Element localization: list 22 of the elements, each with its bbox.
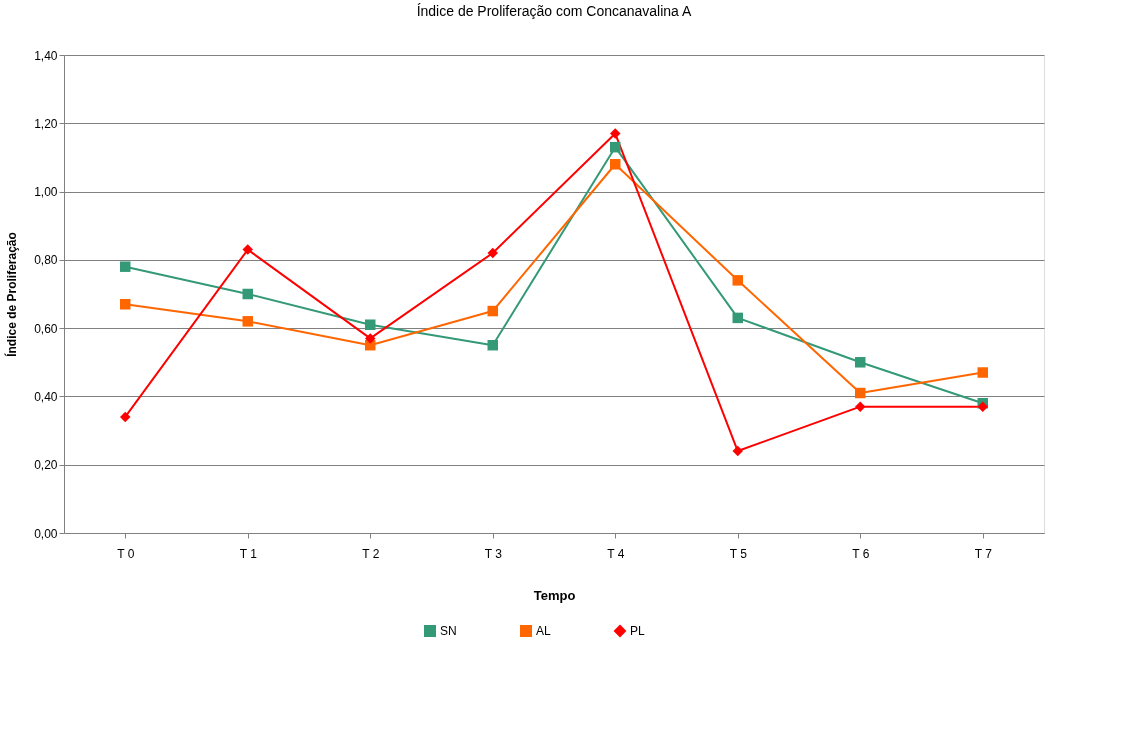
x-axis-title: Tempo [533,587,576,603]
y-tick-label: 0,60 [34,321,58,336]
chart-title: Índice de Proliferação com Concanavalina A [416,3,693,19]
y-tick-label: 1,00 [34,185,58,200]
x-tick-label: T 7 [974,546,993,561]
y-tick-label: 0,40 [34,389,58,404]
x-tick-label: T 1 [239,546,258,561]
x-tick-label: T 4 [607,546,625,561]
legend-label: SN [440,624,457,638]
x-tick-label: T 5 [729,546,748,561]
y-tick-label: 1,20 [34,116,58,131]
x-tick-label: T 3 [484,546,503,561]
y-tick-label: 1,40 [34,48,58,63]
legend-label: AL [536,624,551,638]
x-tick-label: T 2 [362,546,380,561]
y-tick-label: 0,00 [34,526,58,541]
y-axis-title: Índice de Proliferação [4,232,20,357]
x-tick-label: T 6 [852,546,870,561]
y-tick-label: 0,80 [34,253,58,268]
y-tick-label: 0,20 [34,458,58,473]
x-tick-label: T 0 [117,546,135,561]
legend-label: PL [630,624,645,638]
